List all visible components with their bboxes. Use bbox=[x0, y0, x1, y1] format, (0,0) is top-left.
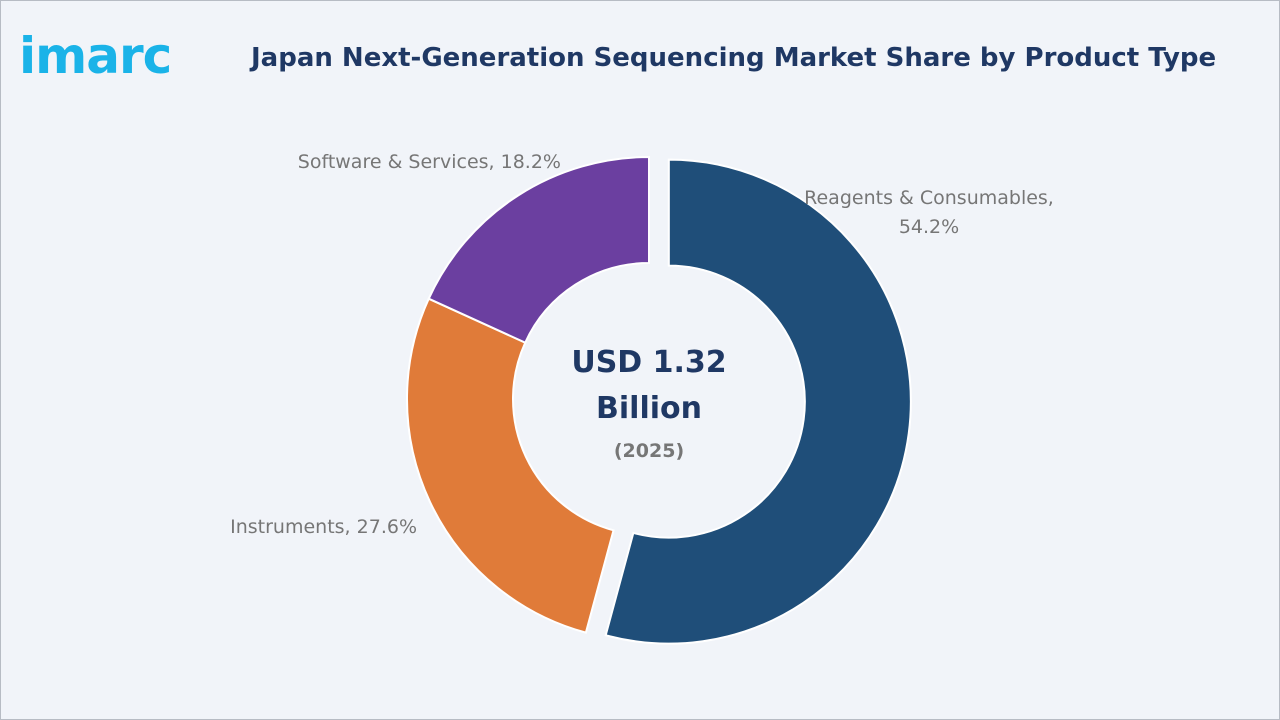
logo-text: imarc bbox=[19, 27, 171, 83]
slice-label-reagents-consumables: Reagents & Consumables, bbox=[804, 187, 1054, 209]
slice-label-software-services: Software & Services, 18.2% bbox=[298, 151, 561, 173]
center-year: (2025) bbox=[614, 440, 684, 462]
chart-title: Japan Next-Generation Sequencing Market … bbox=[251, 43, 1217, 73]
center-value-line-2: Billion bbox=[596, 391, 702, 426]
donut-slice-instruments-27-6 bbox=[406, 297, 615, 634]
slice-value-reagents-consumables: 54.2% bbox=[899, 216, 959, 238]
donut-slices bbox=[406, 155, 912, 645]
slice-label-instruments: Instruments, 27.6% bbox=[230, 516, 417, 538]
donut-slice-software-services-18-2 bbox=[427, 155, 650, 344]
center-value-line-1: USD 1.32 bbox=[571, 345, 726, 380]
donut-slice-reagents-consumables bbox=[604, 158, 912, 645]
imarc-logo: imarc bbox=[19, 27, 172, 83]
